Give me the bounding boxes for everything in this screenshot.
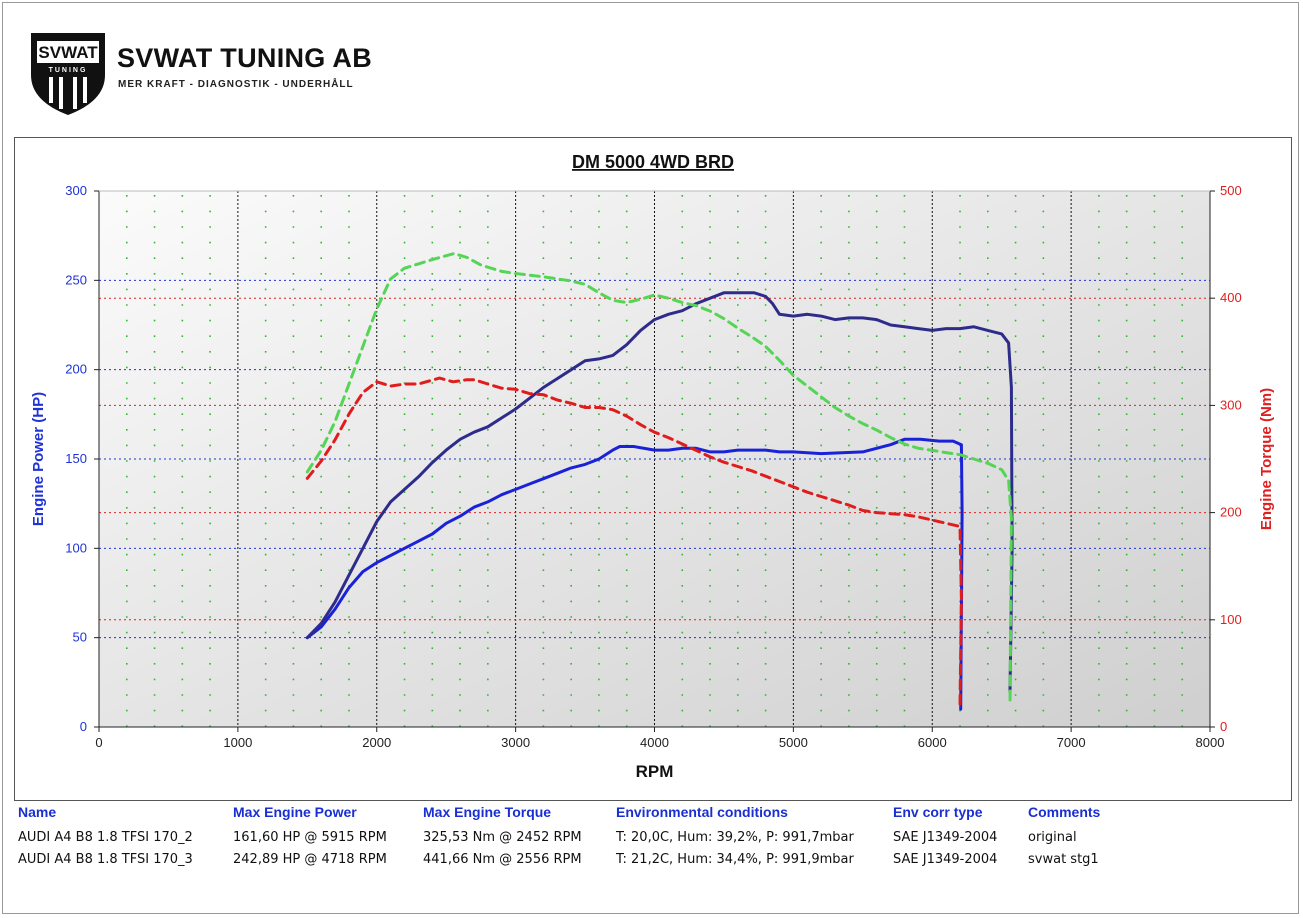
torque-original-line: [305, 376, 963, 708]
header-name: Name: [18, 804, 57, 820]
results-table: Name Max Engine Power Max Engine Torque …: [14, 801, 1292, 911]
table-row-2-env: T: 21,2C, Hum: 34,4%, P: 991,9mbar: [616, 852, 854, 867]
table-row-2-corr: SAE J1349-2004: [893, 852, 998, 867]
x-axis-label: RPM: [636, 762, 674, 781]
table-row-2-comment: svwat stg1: [1028, 852, 1099, 867]
x-tick-label: 4000: [640, 735, 669, 750]
table-row-1-power: 161,60 HP @ 5915 RPM: [233, 830, 387, 845]
x-tick-label: 1000: [223, 735, 252, 750]
power-original-line: [305, 437, 964, 711]
series-lines: [305, 252, 1014, 711]
x-tick-label: 3000: [501, 735, 530, 750]
header-max-torque: Max Engine Torque: [423, 804, 552, 820]
grid: [99, 191, 1210, 727]
y-left-tick-label: 0: [80, 719, 87, 734]
table-row-1-name: AUDI A4 B8 1.8 TFSI 170_2: [18, 830, 193, 845]
y-right-tick-label: 300: [1220, 397, 1242, 412]
y-left-tick-label: 150: [65, 451, 87, 466]
x-tick-label: 7000: [1057, 735, 1086, 750]
y-right-tick-label: 200: [1220, 505, 1242, 520]
header-env-corr-type: Env corr type: [893, 804, 983, 820]
table-row-2-power: 242,89 HP @ 4718 RPM: [233, 852, 387, 867]
report-header: SVWAT TUNING SVWAT TUNING AB MER KRAFT -…: [3, 3, 1298, 135]
x-tick-label: 8000: [1196, 735, 1225, 750]
x-tick-label: 2000: [362, 735, 391, 750]
table-row-1-env: T: 20,0C, Hum: 39,2%, P: 991,7mbar: [616, 830, 854, 845]
table-row-1-corr: SAE J1349-2004: [893, 830, 998, 845]
y-right-tick-label: 400: [1220, 290, 1242, 305]
x-tick-label: 0: [95, 735, 102, 750]
table-row-1-comment: original: [1028, 830, 1077, 845]
table-row-1-torque: 325,53 Nm @ 2452 RPM: [423, 830, 582, 845]
dyno-chart: DM 5000 4WD BRD 0 1000 2000 3000 4000 5000 600…: [30, 152, 1275, 781]
chart-title: DM 5000 4WD BRD: [572, 152, 734, 172]
table-row-2-name: AUDI A4 B8 1.8 TFSI 170_3: [18, 852, 193, 867]
header-max-power: Max Engine Power: [233, 804, 357, 820]
svwat-logo: SVWAT TUNING: [31, 33, 105, 115]
header-comments: Comments: [1028, 804, 1101, 820]
y-axis-right-label: Engine Torque (Nm): [1258, 388, 1275, 530]
logo-text: SVWAT: [38, 43, 98, 62]
y-left-tick-label: 250: [65, 272, 87, 287]
brand-name: SVWAT TUNING AB: [117, 43, 372, 73]
tick-labels: 0 1000 2000 3000 4000 5000 6000 7000 80000501001…: [65, 183, 1241, 750]
logo-subtext: TUNING: [49, 67, 88, 74]
y-left-tick-label: 50: [73, 630, 87, 645]
torque-stg1-line: [305, 252, 1013, 708]
y-right-tick-label: 500: [1220, 183, 1242, 198]
y-right-tick-label: 100: [1220, 612, 1242, 627]
brand-tagline: MER KRAFT - DIAGNOSTIK - UNDERHÅLL: [118, 79, 354, 90]
x-tick-label: 5000: [779, 735, 808, 750]
y-right-tick-label: 0: [1220, 719, 1227, 734]
x-tick-label: 6000: [918, 735, 947, 750]
power-stg1-line: [305, 291, 1014, 693]
y-left-tick-label: 200: [65, 362, 87, 377]
y-left-tick-label: 300: [65, 183, 87, 198]
dyno-chart-panel: DM 5000 4WD BRD 0 1000 2000 3000 4000 5000 600…: [14, 137, 1292, 801]
header-env-conditions: Environmental conditions: [616, 804, 788, 820]
y-axis-left-label: Engine Power (HP): [30, 392, 47, 526]
y-left-tick-label: 100: [65, 540, 87, 555]
table-row-2-torque: 441,66 Nm @ 2556 RPM: [423, 852, 582, 867]
